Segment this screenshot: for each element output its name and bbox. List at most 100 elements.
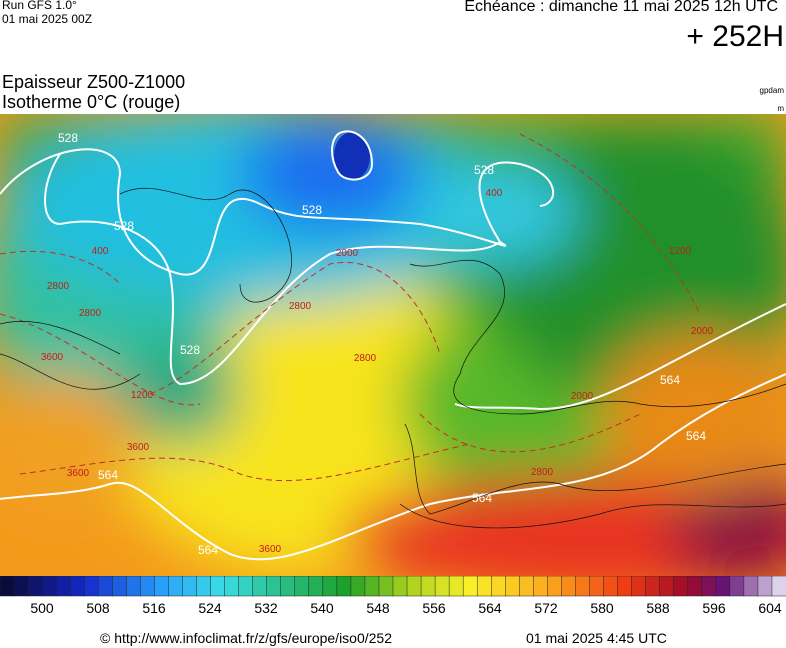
run-label: Run GFS 1.0° bbox=[2, 0, 77, 12]
legend-swatch bbox=[757, 576, 773, 597]
isotherm-label: 400 bbox=[486, 188, 503, 199]
isotherm-label: 2000 bbox=[571, 391, 594, 402]
isotherm-label: 1200 bbox=[131, 390, 154, 401]
legend-swatch bbox=[322, 576, 338, 597]
legend-swatch bbox=[112, 576, 128, 597]
legend-swatch bbox=[659, 576, 675, 597]
isotherm-label: 3600 bbox=[41, 352, 64, 363]
contour-label: 528 bbox=[58, 131, 78, 145]
legend-swatch bbox=[83, 576, 100, 597]
isotherm-label: 2800 bbox=[531, 467, 554, 478]
lead-time: + 252H bbox=[686, 20, 784, 53]
isotherm-label: 2800 bbox=[47, 281, 70, 292]
legend-swatch bbox=[69, 576, 85, 597]
map-subtitle: Isotherme 0°C (rouge) bbox=[2, 92, 181, 112]
legend-swatch bbox=[715, 576, 731, 597]
contour-label: 564 bbox=[198, 543, 218, 557]
contour-label: 528 bbox=[114, 219, 134, 233]
legend-tick-label: 556 bbox=[422, 600, 446, 616]
legend-swatch bbox=[140, 576, 156, 597]
isotherm-label: 2800 bbox=[289, 301, 312, 312]
isotherm-label: 3600 bbox=[127, 442, 150, 453]
legend-swatch bbox=[729, 576, 745, 597]
isotherm-label: 2800 bbox=[79, 308, 102, 319]
legend-swatch bbox=[168, 576, 184, 597]
isotherm-label: 2000 bbox=[336, 248, 359, 259]
legend-swatch bbox=[491, 576, 507, 597]
legend-swatch bbox=[182, 576, 198, 597]
legend-swatch bbox=[378, 576, 394, 597]
legend-swatch bbox=[533, 576, 549, 597]
legend-swatch bbox=[98, 576, 114, 597]
legend-swatch bbox=[687, 576, 703, 597]
legend-swatch bbox=[266, 576, 282, 597]
map: 528 528 528 528 528 564 564 564 564 564 2000 2800 28… bbox=[0, 114, 786, 576]
legend-tick-label: 580 bbox=[590, 600, 614, 616]
legend-swatch bbox=[210, 576, 226, 597]
legend-swatch bbox=[41, 576, 57, 597]
legend-swatch bbox=[420, 576, 436, 597]
coastlines bbox=[0, 188, 786, 529]
isotherm-label: 2800 bbox=[354, 353, 377, 364]
legend-swatch bbox=[547, 576, 563, 597]
legend-tick-label: 588 bbox=[646, 600, 670, 616]
isotherm-label: 1200 bbox=[669, 246, 692, 257]
legend-swatch bbox=[448, 576, 464, 597]
legend-swatch bbox=[406, 576, 422, 597]
legend-swatch bbox=[308, 576, 324, 597]
legend-swatch bbox=[238, 576, 254, 597]
contour-label: 528 bbox=[474, 163, 494, 177]
legend-swatch bbox=[603, 576, 619, 597]
unit-thickness: gpdam bbox=[759, 86, 784, 95]
legend-swatch bbox=[673, 576, 689, 597]
legend-swatch bbox=[224, 576, 240, 597]
unit-iso: m bbox=[777, 104, 784, 113]
contour-label: 564 bbox=[660, 373, 680, 387]
legend-swatch bbox=[392, 576, 408, 597]
legend-tick-label: 500 bbox=[30, 600, 54, 616]
thickness-field bbox=[0, 114, 786, 576]
legend-swatch bbox=[13, 576, 29, 597]
legend-tick-label: 508 bbox=[86, 600, 110, 616]
run-date: 01 mai 2025 00Z bbox=[2, 12, 93, 26]
legend-swatch bbox=[294, 576, 310, 597]
legend-swatch bbox=[364, 576, 380, 597]
legend-swatch bbox=[0, 576, 15, 597]
legend-tick-label: 524 bbox=[198, 600, 222, 616]
color-legend: 500 508 516 524 532 540 548 556 564 572 580 588 596 6… bbox=[0, 576, 786, 616]
legend-tick-label: 548 bbox=[366, 600, 390, 616]
legend-swatch bbox=[575, 576, 591, 597]
legend-swatch bbox=[27, 576, 43, 597]
contour-label: 564 bbox=[98, 468, 118, 482]
contour-label: 564 bbox=[686, 429, 706, 443]
legend-swatch bbox=[743, 576, 759, 597]
cold-core bbox=[334, 132, 370, 180]
legend-swatch bbox=[505, 576, 521, 597]
isotherm-contours bbox=[0, 133, 701, 482]
valid-time: Echéance : dimanche 11 mai 2025 12h UTC bbox=[464, 0, 778, 15]
isotherm-label: 3600 bbox=[259, 544, 282, 555]
legend-swatch bbox=[462, 576, 478, 597]
legend-tick-label: 604 bbox=[758, 600, 782, 616]
source-url: © http://www.infoclimat.fr/z/gfs/europe/… bbox=[100, 630, 393, 646]
legend-swatch bbox=[617, 576, 633, 597]
generated-time: 01 mai 2025 4:45 UTC bbox=[526, 630, 667, 646]
legend-swatch bbox=[589, 576, 605, 597]
contour-label: 528 bbox=[180, 343, 200, 357]
legend-swatch bbox=[701, 576, 717, 597]
legend-swatch bbox=[350, 576, 366, 597]
thickness-contours bbox=[0, 130, 786, 561]
isotherm-label: 2000 bbox=[691, 326, 714, 337]
legend-swatch bbox=[561, 576, 577, 597]
isotherm-label: 3600 bbox=[67, 468, 90, 479]
legend-swatch bbox=[771, 576, 786, 597]
legend-swatch bbox=[631, 576, 647, 597]
contour-label: 564 bbox=[472, 491, 492, 505]
legend-swatch bbox=[154, 576, 170, 597]
legend-swatch bbox=[434, 576, 450, 597]
legend-tick-label: 516 bbox=[142, 600, 166, 616]
legend-swatch bbox=[196, 576, 212, 597]
legend-tick-label: 596 bbox=[702, 600, 726, 616]
legend-swatch bbox=[519, 576, 535, 597]
